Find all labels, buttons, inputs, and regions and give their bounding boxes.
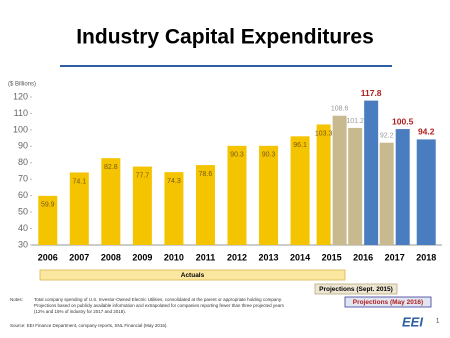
data-label: 94.2 (418, 127, 435, 137)
y-tick-label: 120 (13, 91, 28, 101)
x-tick-label: 2006 (38, 252, 58, 262)
bar (364, 100, 379, 246)
y-axis-label: ($ Billions) (8, 82, 36, 88)
legend-box (314, 283, 398, 295)
y-tick-label: 90 (18, 141, 28, 151)
data-label: 90.3 (262, 152, 276, 159)
bar (259, 145, 279, 245)
y-tick-label: 30 (18, 239, 28, 249)
x-tick-label: 2015 (322, 252, 342, 262)
data-label: 82.8 (104, 164, 118, 171)
data-label: 100.5 (392, 116, 414, 126)
data-label: 74.1 (72, 178, 86, 185)
bar (348, 127, 363, 245)
note-line: (12% and 15% of industry for 2017 and 20… (34, 309, 126, 314)
data-label: 77.7 (136, 172, 150, 179)
y-tick-label: 60 (18, 190, 28, 200)
data-label: 59.9 (41, 202, 55, 209)
note-line: Projections based on publicly available … (34, 303, 285, 308)
logo: EEI (402, 314, 423, 329)
bar (101, 158, 121, 245)
y-tick-label: 70 (18, 174, 28, 184)
y-tick-label: 110 (14, 108, 28, 118)
x-tick-label: 2012 (227, 252, 247, 262)
data-label: 117.8 (361, 88, 382, 98)
note-line: Total company spending of U.S. Investor-… (34, 297, 282, 302)
bar (316, 124, 331, 245)
y-tick-label: 50 (18, 206, 28, 216)
bar (290, 136, 310, 245)
y-tick-label: 40 (18, 223, 28, 233)
data-label: 74.3 (167, 178, 181, 185)
bar (379, 142, 394, 245)
bar (416, 139, 436, 245)
x-tick-label: 2017 (385, 252, 405, 262)
legend-label: Projections (May 2016) (353, 299, 423, 306)
y-tick-label: 80 (18, 157, 28, 167)
page-number: 1 (436, 319, 440, 325)
data-label: 96.1 (293, 142, 307, 149)
legend-box (39, 269, 346, 281)
bar (227, 145, 247, 245)
x-tick-label: 2008 (101, 252, 121, 262)
data-label: 78.6 (199, 171, 213, 178)
legend-box (344, 296, 432, 308)
x-tick-label: 2014 (290, 252, 310, 262)
y-tick-label: 100 (13, 124, 28, 134)
x-tick-label: 2007 (69, 252, 89, 262)
x-tick-label: 2013 (259, 252, 279, 262)
x-tick-label: 2016 (353, 252, 373, 262)
bar (164, 172, 184, 245)
legend-label: Projections (Sept. 2015) (319, 286, 393, 293)
source: Source: EEI Finance Department, company … (10, 323, 168, 328)
x-tick-label: 2010 (164, 252, 184, 262)
bar (38, 195, 58, 245)
bar (132, 166, 152, 245)
x-tick-label: 2009 (132, 252, 152, 262)
bar (332, 115, 347, 245)
legend-label: Actuals (181, 272, 205, 279)
bar (69, 172, 89, 245)
notes-label: Notes: (10, 297, 23, 302)
data-label: 90.3 (230, 152, 244, 159)
x-tick-label: 2011 (196, 252, 216, 262)
bar (395, 129, 410, 245)
data-label: 108.6 (331, 106, 349, 113)
data-label: 101.2 (346, 118, 364, 125)
bar (195, 165, 215, 245)
x-tick-label: 2018 (416, 252, 436, 262)
chart-title: Industry Capital Expenditures (76, 26, 374, 49)
data-label: 103.3 (315, 130, 333, 137)
data-label: 92.2 (380, 133, 394, 140)
